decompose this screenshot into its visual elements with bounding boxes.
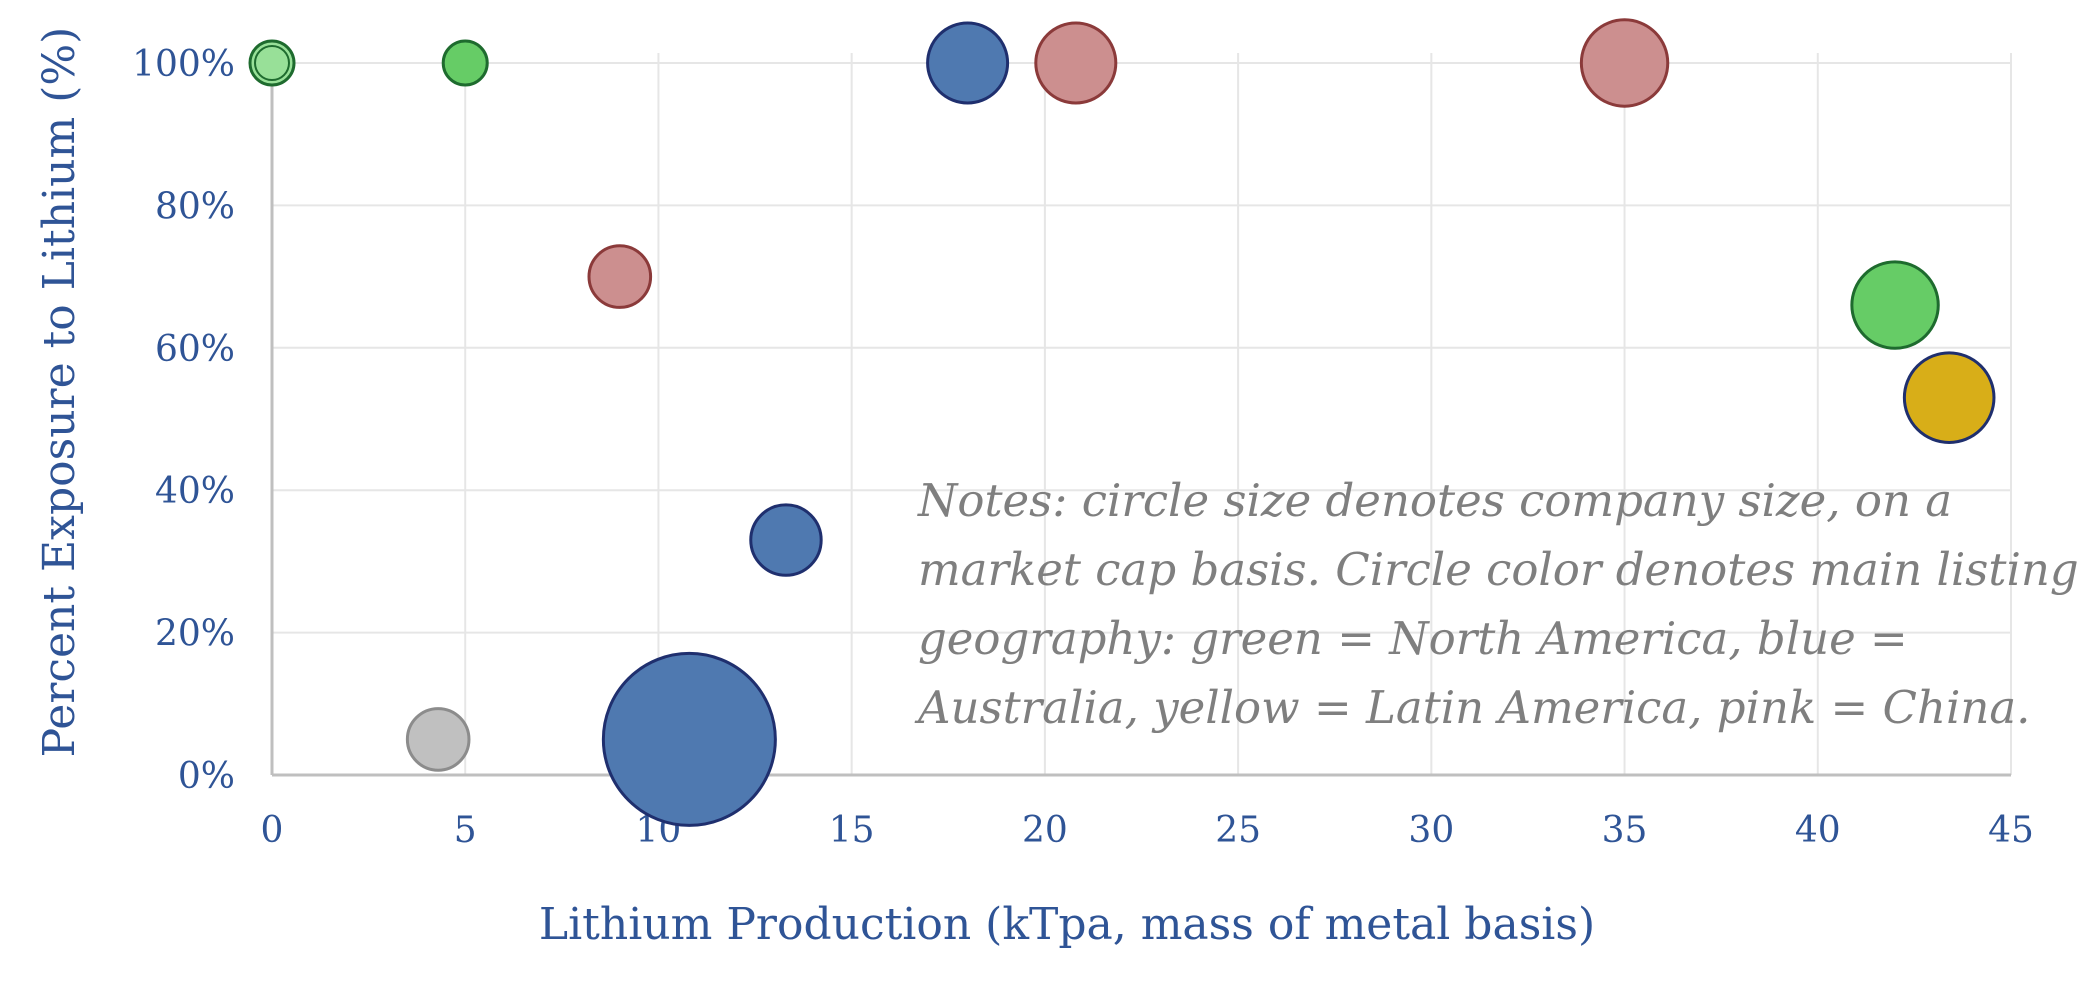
y-tick-label: 80% <box>155 186 235 227</box>
x-tick-label: 15 <box>829 810 875 851</box>
bubble-point <box>926 21 1010 105</box>
x-axis-title: Lithium Production (kTpa, mass of metal … <box>539 899 1595 950</box>
x-tick-label: 5 <box>454 810 477 851</box>
bubble-point <box>1850 260 1940 350</box>
x-tick-label: 20 <box>1022 810 1068 851</box>
x-tick-label: 30 <box>1408 810 1454 851</box>
bubble-point <box>248 39 296 87</box>
x-tick-label: 35 <box>1602 810 1648 851</box>
bubbles <box>248 18 1996 827</box>
bubble-point <box>405 707 471 772</box>
gridlines <box>272 53 2012 775</box>
tick-labels: 0%20%40%60%80%100%0 5 10 15 20 25 30 35 40 45 <box>132 44 2034 851</box>
notes-annotation: Notes: circle size denotes company size,… <box>914 474 2079 734</box>
axes <box>270 53 2011 777</box>
note-line-1: Notes: circle size denotes company size,… <box>917 474 1952 527</box>
note-line-3: geography: green = North America, blue = <box>918 612 1908 665</box>
x-tick-label: 0 <box>261 810 284 851</box>
note-line-2: market cap basis. Circle color denotes m… <box>918 543 2079 596</box>
y-tick-label: 20% <box>155 614 235 655</box>
bubble-point <box>441 39 489 87</box>
bubble-point <box>1034 21 1118 105</box>
y-tick-label: 0% <box>178 756 235 797</box>
y-tick-label: 100% <box>132 44 235 85</box>
note-line-4: Australia, yellow = Latin America, pink … <box>914 681 2030 734</box>
bubble-point <box>749 503 823 577</box>
bubble-point-inner-ring <box>254 45 290 81</box>
x-tick-label: 25 <box>1215 810 1261 851</box>
x-tick-label: 40 <box>1795 810 1841 851</box>
y-tick-label: 40% <box>155 471 235 512</box>
y-axis-title: Percent Exposure to Lithium (%) <box>34 27 85 758</box>
bubble-point <box>587 244 653 309</box>
x-tick-label: 45 <box>1988 810 2034 851</box>
bubble-point <box>1902 351 1996 444</box>
y-tick-label: 60% <box>155 329 235 370</box>
bubble-point <box>601 651 777 827</box>
bubble-point <box>1579 18 1670 108</box>
